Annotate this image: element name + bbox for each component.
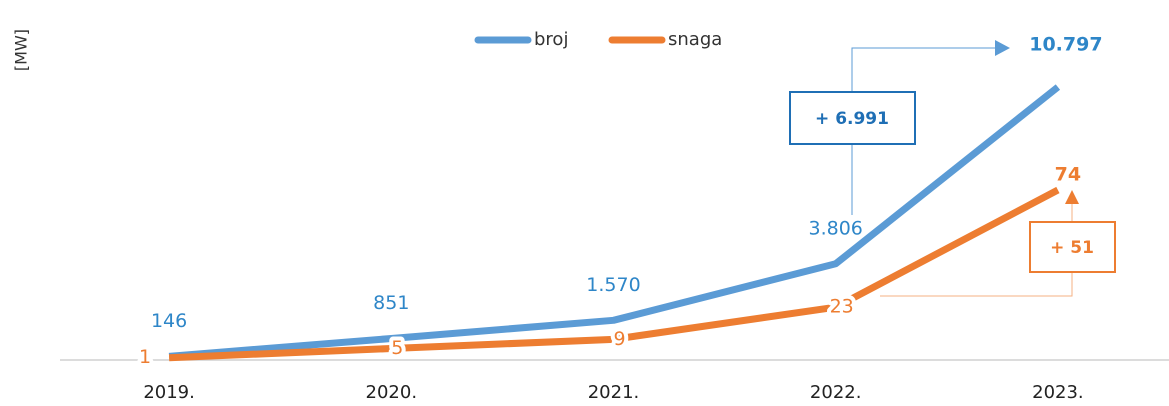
data-label: 3.806 — [808, 217, 862, 239]
data-label: 851 — [373, 292, 409, 314]
data-label: 146 — [151, 310, 187, 332]
data-label: 1 — [139, 346, 151, 368]
x-tick-label: 2021. — [588, 382, 640, 403]
legend-label: broj — [534, 29, 568, 50]
line-series — [168, 84, 1061, 360]
data-label: 74 — [1055, 164, 1081, 186]
legend-label: snaga — [668, 29, 722, 50]
increase-annotation-snaga: + 51 — [880, 190, 1116, 297]
y-axis-label: [MW] — [12, 29, 31, 71]
data-label: 1.570 — [586, 274, 640, 296]
x-tick-label: 2020. — [366, 382, 418, 403]
annotation: + 6.991 — [815, 109, 889, 129]
data-label: 9 — [613, 328, 625, 350]
x-tick-label: 2022. — [810, 382, 862, 403]
x-tick-label: 2023. — [1032, 382, 1084, 403]
x-tick-label: 2019. — [143, 382, 195, 403]
annotation: + 51 — [1050, 238, 1094, 258]
data-label: 23 — [830, 296, 854, 318]
line-series — [168, 186, 1060, 362]
increase-annotation-broj: + 6.991 — [789, 40, 1010, 215]
data-label: 10.797 — [1029, 34, 1102, 56]
data-label: 5 — [391, 337, 403, 359]
